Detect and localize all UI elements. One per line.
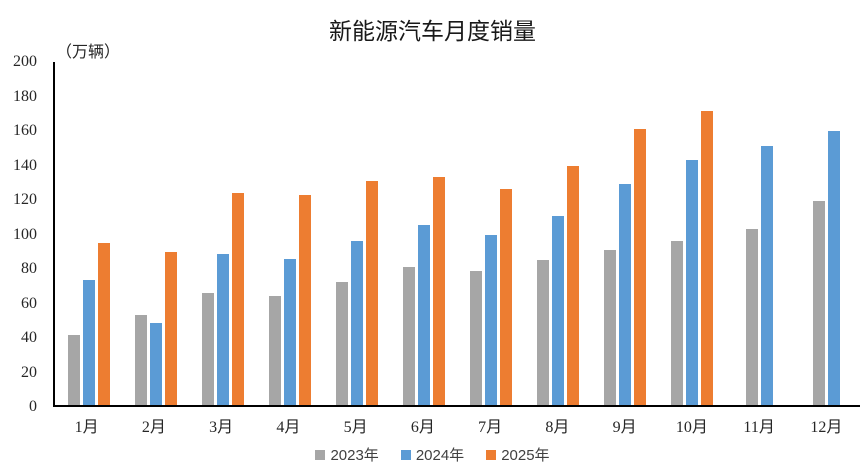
bar-group-11月 xyxy=(726,62,793,405)
legend-label: 2024年 xyxy=(415,447,465,464)
bar-2023年-6月 xyxy=(402,266,415,405)
bar-2023年-7月 xyxy=(470,271,482,405)
bar-group-5月 xyxy=(323,62,390,405)
x-tick-label-4月: 4月 xyxy=(276,419,301,436)
bar-2024年-7月 xyxy=(485,235,497,405)
x-tick-label-8月: 8月 xyxy=(545,419,570,436)
x-tick-label-12月: 12月 xyxy=(810,419,843,436)
y-tick-label: 160 xyxy=(13,122,37,139)
y-tick-label: 20 xyxy=(21,363,37,381)
bar-group-10月 xyxy=(659,62,726,405)
x-tick-label-1月: 1月 xyxy=(74,419,99,436)
bar-group-3月 xyxy=(189,62,256,405)
bar-2024年-4月 xyxy=(283,259,296,405)
y-tick-label: 200 xyxy=(13,53,37,70)
bar-group-12月 xyxy=(793,62,860,405)
bar-2023年-2月 xyxy=(134,314,147,405)
bar-2024年-12月 xyxy=(827,131,840,405)
bar-2025年-5月 xyxy=(365,180,378,405)
bar-2024年-11月 xyxy=(760,145,773,405)
bar-2023年-5月 xyxy=(335,282,348,405)
bar-2025年-2月 xyxy=(164,252,177,405)
bar-2024年-2月 xyxy=(149,323,162,405)
bar-2025年-7月 xyxy=(500,188,512,405)
bar-2023年-3月 xyxy=(201,293,214,405)
x-tick-label-9月: 9月 xyxy=(612,419,637,436)
bar-2025年-4月 xyxy=(298,194,311,405)
bar-group-6月 xyxy=(390,62,457,405)
bar-2024年-5月 xyxy=(350,241,363,405)
bar-2023年-4月 xyxy=(268,295,281,405)
chart-title: 新能源汽车月度销量 xyxy=(329,19,536,44)
bar-2023年-12月 xyxy=(812,200,825,405)
bar-2025年-1月 xyxy=(97,243,110,405)
legend-swatch-icon xyxy=(315,449,326,460)
legend-label: 2025年 xyxy=(501,447,550,464)
legend-item-2023年: 2023年 xyxy=(315,444,379,465)
y-tick-label: 40 xyxy=(21,329,37,346)
y-tick-label: 100 xyxy=(13,225,37,243)
x-tick-label-6月: 6月 xyxy=(410,419,435,436)
legend: 2023年 2024年 2025年 xyxy=(0,444,865,465)
x-tick-label-10月: 10月 xyxy=(675,419,708,436)
bar-group-8月 xyxy=(525,62,592,405)
bar-2025年-9月 xyxy=(634,129,647,405)
y-axis: 0 20 40 60 80 100 120 140 160 180 200 xyxy=(0,54,45,415)
x-tick-label-3月: 3月 xyxy=(209,419,234,436)
legend-swatch-icon xyxy=(400,449,411,460)
x-tick-label-11月: 11月 xyxy=(743,419,775,436)
x-axis: 1月 2月 3月 4月 5月 6月 7月 8月 9月 10月 11月 12月 xyxy=(53,413,860,437)
bar-2023年-1月 xyxy=(67,335,80,405)
bar-group-4月 xyxy=(256,62,323,405)
bar-2024年-6月 xyxy=(417,225,430,405)
bar-2024年-10月 xyxy=(686,159,699,405)
bar-2024年-3月 xyxy=(216,253,229,405)
bar-2023年-11月 xyxy=(745,229,758,405)
bar-2025年-6月 xyxy=(432,177,445,405)
x-tick-label-2月: 2月 xyxy=(141,419,166,436)
y-tick-label: 140 xyxy=(13,156,37,174)
y-tick-label: 60 xyxy=(21,294,37,312)
bar-2025年-10月 xyxy=(701,110,714,405)
plot-area xyxy=(53,62,860,407)
bar-2023年-10月 xyxy=(671,241,684,405)
bar-group-9月 xyxy=(592,62,659,405)
bar-2024年-9月 xyxy=(619,184,632,405)
bar-2025年-3月 xyxy=(231,192,244,405)
y-tick-label: 0 xyxy=(29,398,37,415)
x-tick-label-5月: 5月 xyxy=(343,419,368,436)
bar-2024年-8月 xyxy=(552,216,565,405)
y-tick-label: 120 xyxy=(13,191,37,208)
bar-group-7月 xyxy=(457,62,524,405)
legend-label: 2023年 xyxy=(330,447,379,464)
bar-group-2月 xyxy=(122,62,189,405)
x-tick-label-7月: 7月 xyxy=(478,419,503,436)
bar-2023年-9月 xyxy=(604,249,617,405)
legend-item-2024年: 2024年 xyxy=(400,444,465,465)
legend-item-2025年: 2025年 xyxy=(486,444,550,465)
bar-group-1月 xyxy=(55,62,122,405)
bar-2023年-8月 xyxy=(537,259,550,405)
y-tick-label: 80 xyxy=(21,260,37,277)
bar-2025年-8月 xyxy=(567,165,580,405)
y-axis-unit-label: （万辆） xyxy=(56,44,121,61)
legend-swatch-icon xyxy=(486,449,497,460)
y-tick-label: 180 xyxy=(13,87,37,105)
bar-2024年-1月 xyxy=(82,279,95,405)
